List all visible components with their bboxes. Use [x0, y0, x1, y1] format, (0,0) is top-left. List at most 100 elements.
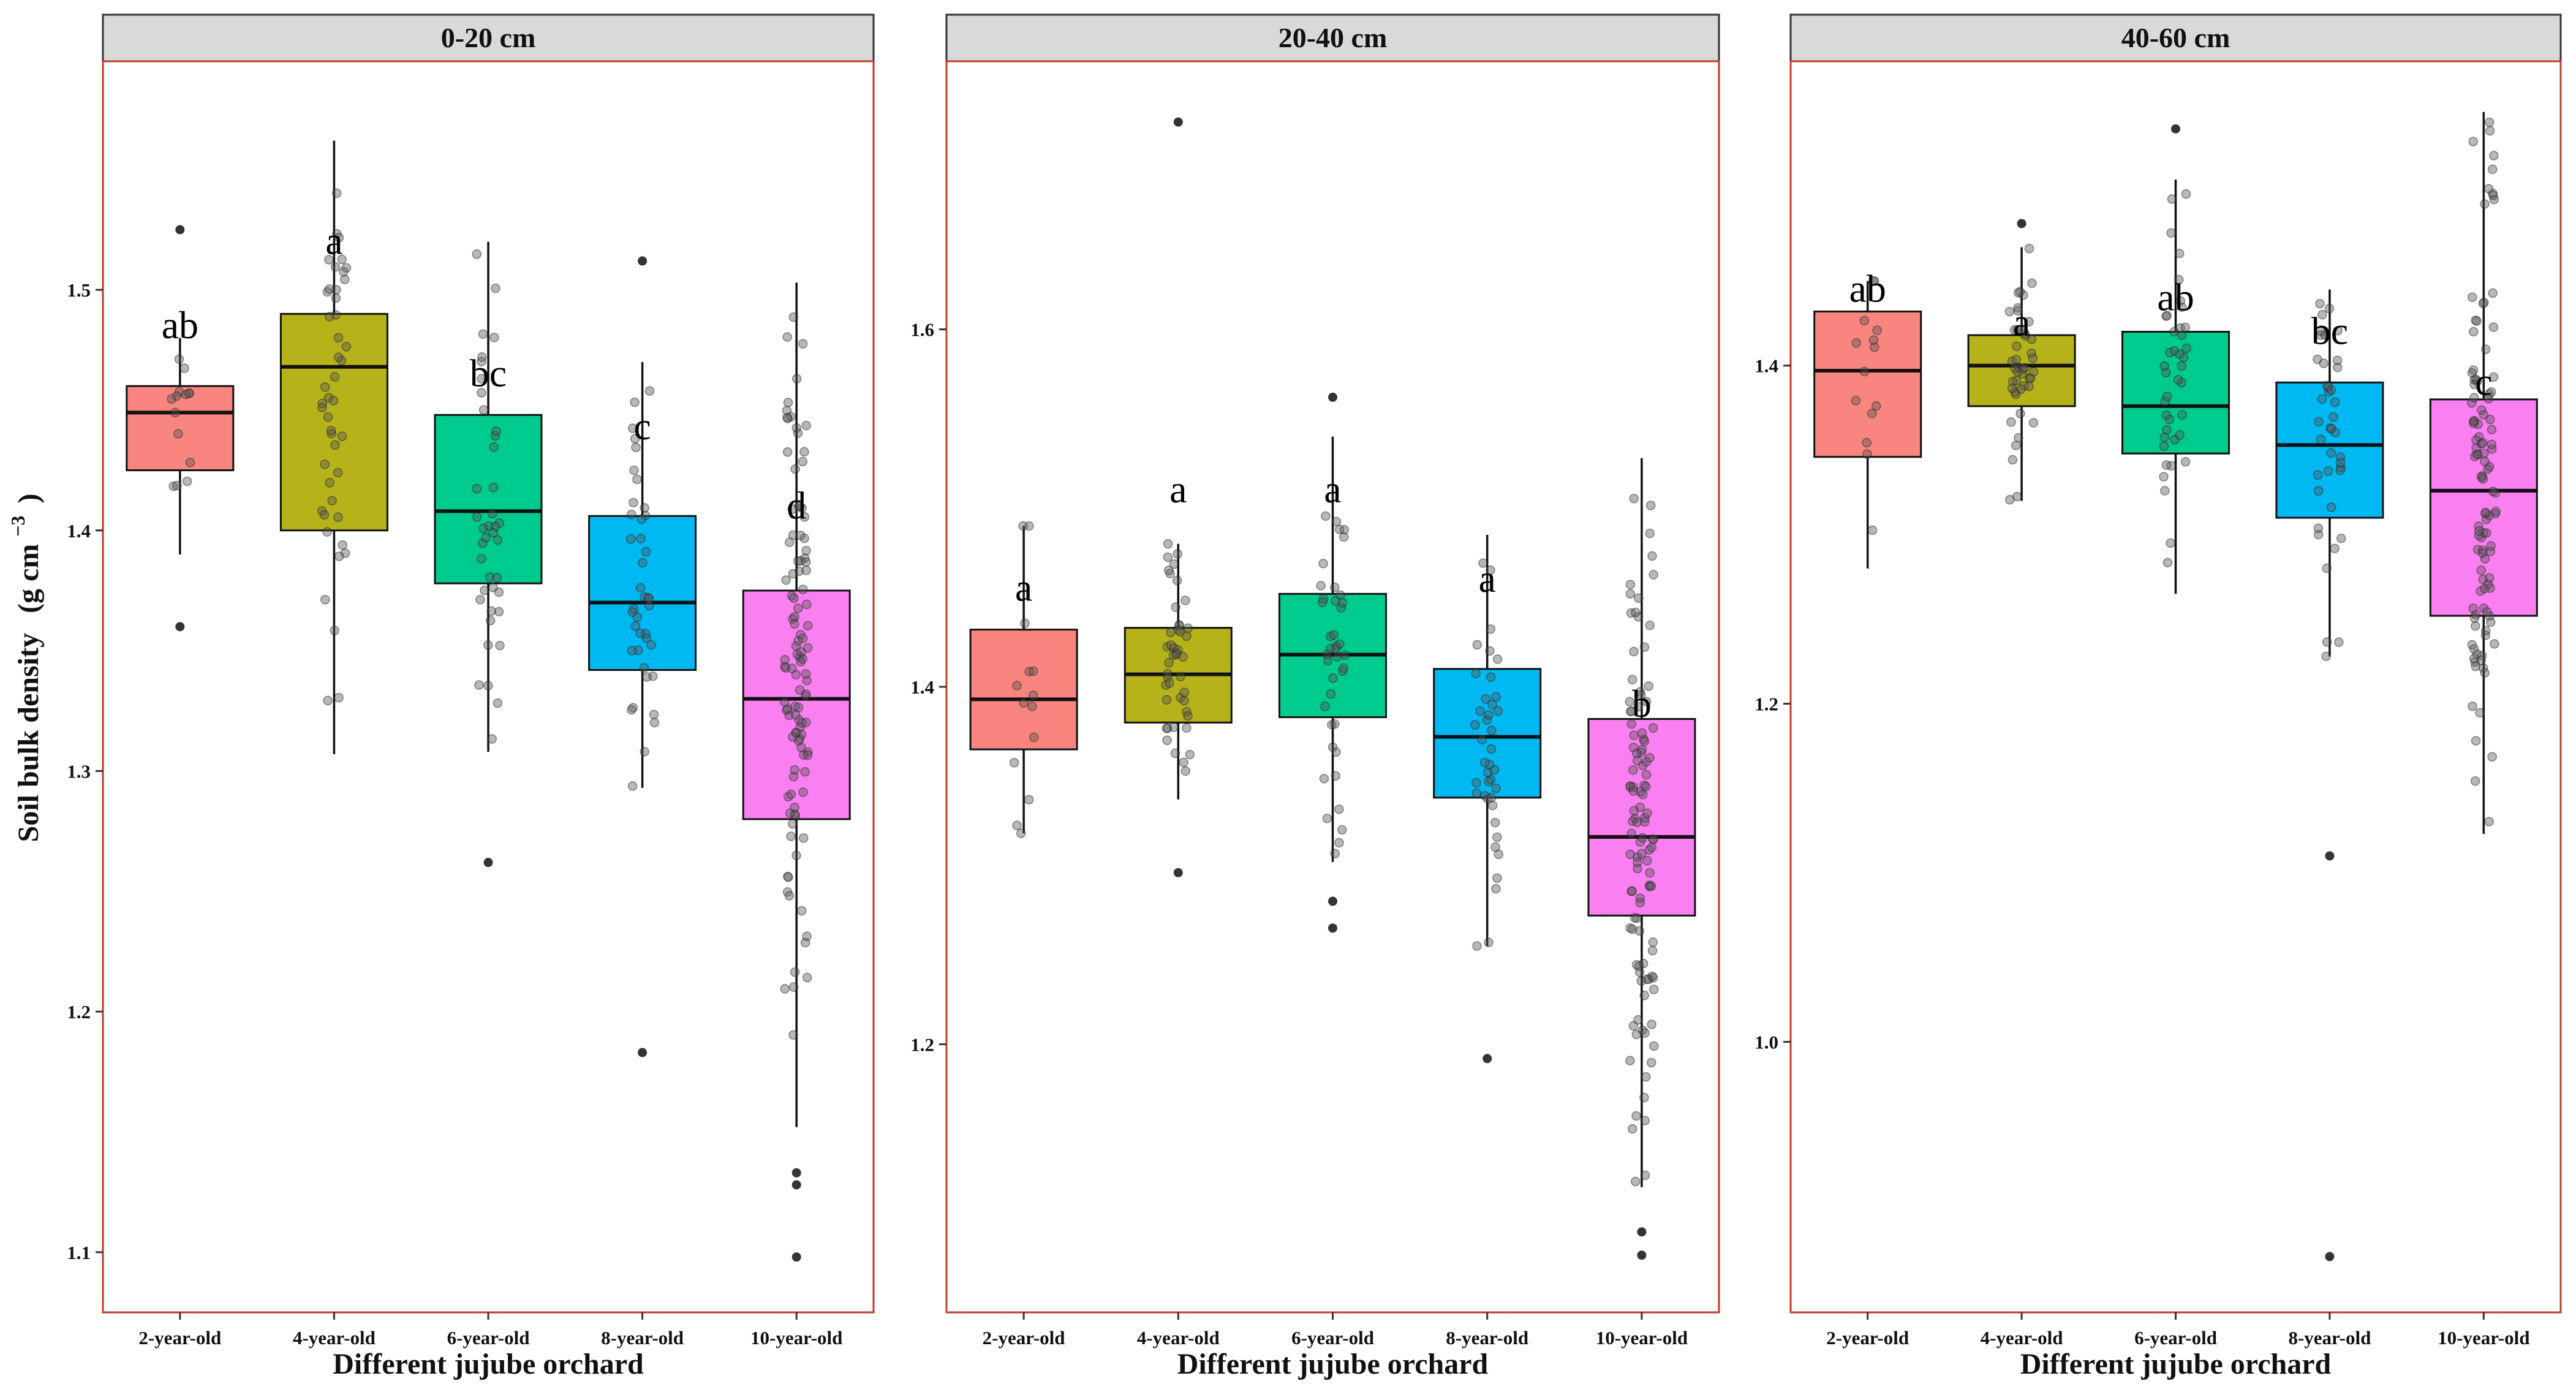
jitter-point — [495, 640, 505, 651]
jitter-point — [2322, 637, 2332, 647]
jitter-point — [1163, 552, 1173, 562]
jitter-point — [1626, 828, 1636, 839]
jitter-point — [2014, 288, 2023, 298]
jitter-point — [2161, 460, 2172, 470]
jitter-point — [2174, 248, 2185, 259]
jitter-point — [2018, 364, 2028, 374]
jitter-point — [493, 535, 503, 545]
jitter-point — [2332, 355, 2343, 366]
significance-letter: a — [1478, 557, 1495, 600]
jitter-point — [1161, 723, 1172, 733]
y-tick-label: 1.4 — [1754, 355, 1778, 377]
jitter-point — [1486, 744, 1497, 754]
jitter-point — [636, 514, 646, 524]
jitter-point — [327, 496, 337, 505]
jitter-point — [2011, 355, 2022, 365]
jitter-point — [1484, 937, 1494, 948]
jitter-point — [1475, 706, 1485, 716]
jitter-point — [2012, 341, 2022, 352]
jitter-point — [2467, 398, 2477, 408]
jitter-point — [494, 607, 504, 617]
jitter-point — [644, 386, 655, 396]
jitter-point — [1635, 687, 1645, 697]
jitter-point — [2009, 325, 2020, 335]
jitter-point — [787, 664, 797, 673]
outlier-point — [791, 1252, 801, 1262]
jitter-point — [475, 595, 485, 605]
jitter-point — [2321, 651, 2331, 662]
jitter-point — [1472, 941, 1482, 951]
jitter-point — [1627, 675, 1637, 684]
jitter-point — [2173, 375, 2183, 385]
jitter-point — [2484, 117, 2495, 127]
outlier-point — [638, 1048, 648, 1057]
jitter-point — [788, 1030, 798, 1040]
y-tick-label: 1.0 — [1754, 1031, 1778, 1053]
jitter-point — [1168, 650, 1179, 660]
jitter-point — [801, 420, 811, 431]
significance-letter: a — [1169, 467, 1187, 511]
jitter-point — [2313, 486, 2324, 496]
jitter-point — [480, 585, 489, 596]
jitter-point — [2180, 457, 2191, 467]
jitter-point — [1642, 808, 1652, 819]
jitter-point — [1027, 702, 1037, 711]
jitter-point — [1872, 325, 1882, 335]
jitter-point — [780, 662, 790, 671]
jitter-point — [2489, 151, 2499, 161]
jitter-point — [1183, 711, 1193, 721]
x-tick-label: 4-year-old — [1981, 1327, 2063, 1348]
jitter-point — [1318, 559, 1328, 569]
significance-letter: a — [1324, 467, 1341, 511]
jitter-point — [330, 440, 340, 450]
jitter-point — [1642, 856, 1652, 866]
jitter-point — [333, 512, 343, 522]
jitter-point — [472, 249, 482, 259]
jitter-point — [1029, 690, 1038, 700]
jitter-point — [2468, 701, 2477, 711]
jitter-point — [325, 312, 334, 322]
jitter-point — [1637, 728, 1647, 738]
jitter-point — [2020, 363, 2030, 373]
jitter-point — [2333, 326, 2343, 336]
panel-title: 40-60 cm — [2121, 22, 2230, 53]
jitter-point — [2159, 441, 2169, 451]
jitter-point — [790, 611, 799, 622]
jitter-point — [330, 626, 339, 635]
jitter-point — [1329, 630, 1339, 640]
jitter-point — [2024, 381, 2034, 392]
jitter-point — [784, 872, 793, 882]
jitter-point — [2160, 486, 2170, 496]
outlier-point — [175, 225, 185, 235]
jitter-point — [788, 312, 799, 322]
x-tick-label: 2-year-old — [983, 1327, 1065, 1348]
jitter-point — [791, 850, 801, 861]
x-tick-label: 2-year-old — [138, 1327, 221, 1348]
jitter-point — [2317, 309, 2327, 320]
jitter-point — [324, 284, 334, 294]
jitter-point — [1649, 985, 1659, 994]
jitter-point — [1485, 646, 1495, 656]
jitter-point — [798, 339, 808, 349]
jitter-point — [488, 482, 499, 493]
jitter-point — [1477, 735, 1487, 744]
jitter-point — [1870, 276, 1879, 286]
jitter-point — [795, 685, 805, 695]
jitter-point — [2471, 736, 2481, 746]
jitter-point — [2159, 472, 2169, 482]
jitter-point — [2488, 372, 2499, 382]
jitter-point — [1633, 857, 1642, 868]
x-tick-label: 8-year-old — [2288, 1327, 2371, 1348]
jitter-point — [1471, 668, 1481, 678]
jitter-point — [477, 352, 487, 362]
jitter-point — [1645, 753, 1655, 763]
jitter-point — [1339, 524, 1350, 535]
jitter-point — [791, 374, 802, 384]
jitter-point — [635, 583, 646, 593]
jitter-point — [1334, 804, 1344, 814]
outlier-point — [2171, 124, 2180, 134]
jitter-point — [1627, 886, 1637, 896]
panel-title: 0-20 cm — [441, 22, 536, 53]
jitter-point — [2468, 327, 2479, 337]
jitter-point — [488, 528, 498, 538]
